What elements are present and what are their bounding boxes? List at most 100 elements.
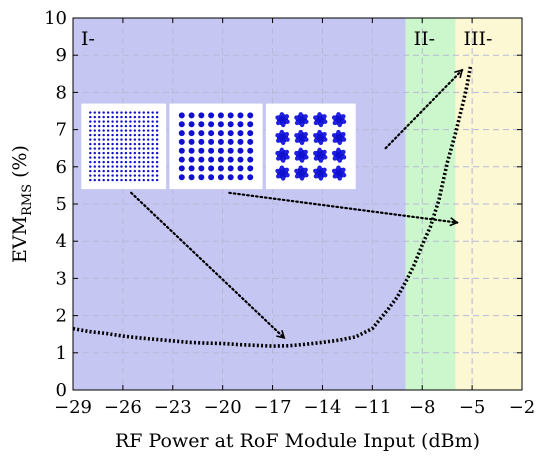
constellation-256-symbol <box>115 120 119 123</box>
constellation-256-symbol <box>124 165 128 168</box>
constellation-64-symbol <box>227 121 234 128</box>
constellation-256-symbol <box>138 165 141 168</box>
constellation-256-symbol <box>89 169 92 173</box>
constellation-16-noise <box>304 137 309 142</box>
constellation-256-symbol <box>98 151 101 155</box>
constellation-256-symbol <box>133 133 137 137</box>
constellation-256-symbol <box>151 111 154 114</box>
constellation-256-symbol <box>142 120 145 123</box>
constellation-256-symbol <box>151 147 154 150</box>
x-tick-label: −17 <box>254 397 292 418</box>
constellation-64-symbol <box>198 174 205 181</box>
constellation-256-symbol <box>124 142 128 146</box>
y-axis-label-unit: (%) <box>9 145 31 178</box>
constellation-16-noise <box>313 174 319 179</box>
constellation-64-symbol <box>178 121 185 128</box>
constellation-64-symbol <box>227 174 234 181</box>
constellation-16-noise <box>284 149 290 155</box>
constellation-256-symbol <box>124 120 128 123</box>
constellation-256-symbol <box>106 156 110 159</box>
constellation-256-symbol <box>147 142 150 146</box>
constellation-16-noise <box>317 165 322 170</box>
constellation-16-noise <box>336 147 341 153</box>
constellation-16-noise <box>337 122 342 128</box>
constellation-64-symbol <box>227 147 234 154</box>
constellation-256-symbol <box>120 174 123 177</box>
constellation-256-symbol <box>115 169 119 173</box>
constellation-16-noise <box>313 138 319 143</box>
constellation-64-symbol <box>188 112 195 119</box>
constellation-64-symbol <box>247 112 254 119</box>
constellation-16-noise <box>303 149 308 155</box>
constellation-16-noise <box>275 133 280 138</box>
constellation-16-noise <box>341 131 346 137</box>
constellation-256-symbol <box>155 120 159 123</box>
constellation-16-noise <box>294 174 300 179</box>
constellation-64-symbol <box>178 138 185 145</box>
constellation-16-noise <box>318 158 324 163</box>
constellation-256-symbol <box>106 111 110 114</box>
constellation-16-noise <box>341 114 346 119</box>
constellation-256-symbol <box>93 120 96 123</box>
y-tick-label: 9 <box>56 45 67 66</box>
constellation-16-noise <box>318 122 324 128</box>
constellation-256-symbol <box>98 165 101 168</box>
constellation-256-symbol <box>98 124 101 128</box>
constellation-16-noise <box>279 165 285 170</box>
constellation-64-symbol <box>237 138 244 145</box>
constellation-256-symbol <box>115 124 119 128</box>
constellation-256-symbol <box>138 133 141 137</box>
constellation-256-symbol <box>93 142 96 146</box>
constellation-64-symbol <box>247 138 254 145</box>
constellation-256-symbol <box>102 147 105 150</box>
y-axis-label-subscript: RMS <box>20 184 35 216</box>
constellation-256-symbol <box>93 151 96 155</box>
constellation-64-symbol <box>227 138 234 145</box>
constellation-256-symbol <box>129 147 132 150</box>
constellation-256-symbol <box>155 111 159 114</box>
constellation-256-symbol <box>93 111 96 114</box>
constellation-256-symbol <box>133 129 137 132</box>
constellation-256-symbol <box>147 115 150 119</box>
constellation-256-symbol <box>102 120 105 123</box>
constellation-16-noise <box>313 120 319 126</box>
constellation-64-symbol <box>208 147 215 154</box>
constellation-256-symbol <box>98 129 101 132</box>
constellation-256-symbol <box>133 142 137 146</box>
constellation-16-noise <box>303 114 308 119</box>
constellation-64-symbol <box>227 156 234 163</box>
constellation-256-symbol <box>138 174 141 177</box>
constellation-256-symbol <box>89 115 92 119</box>
constellation-256-symbol <box>111 178 114 182</box>
constellation-64-symbol <box>208 165 215 172</box>
region-label-3: III- <box>463 28 492 50</box>
constellation-64-symbol <box>198 130 205 137</box>
constellation-256-symbol <box>106 147 110 150</box>
constellation-64-symbol <box>217 156 224 163</box>
constellation-64-symbol <box>178 147 185 154</box>
constellation-256-symbol <box>155 142 159 146</box>
region-label-2: II- <box>414 28 435 50</box>
labels-layer: I- II- III- <box>81 28 492 50</box>
constellation-64-symbol <box>208 156 215 163</box>
constellation-16-noise <box>299 140 305 145</box>
constellation-256-symbol <box>138 142 141 146</box>
constellation-16-noise <box>322 114 327 119</box>
constellation-256-symbol <box>106 133 110 137</box>
constellation-256-symbol <box>129 151 132 155</box>
constellation-256-symbol <box>89 124 92 128</box>
constellation-256-symbol <box>129 178 132 182</box>
constellation-256-symbol <box>106 151 110 155</box>
constellation-256-symbol <box>151 165 154 168</box>
constellation-256-symbol <box>102 165 105 168</box>
constellation-64-symbol <box>178 156 185 163</box>
x-tick-label: −14 <box>303 397 341 418</box>
constellation-16-noise <box>323 172 328 178</box>
constellation-256-symbol <box>106 169 110 173</box>
constellation-256-symbol <box>138 156 141 159</box>
constellation-256-symbol <box>93 165 96 168</box>
constellation-256-symbol <box>151 115 154 119</box>
constellation-16-noise <box>313 115 318 120</box>
constellation-256-symbol <box>115 178 119 182</box>
constellation-256-symbol <box>98 174 101 177</box>
